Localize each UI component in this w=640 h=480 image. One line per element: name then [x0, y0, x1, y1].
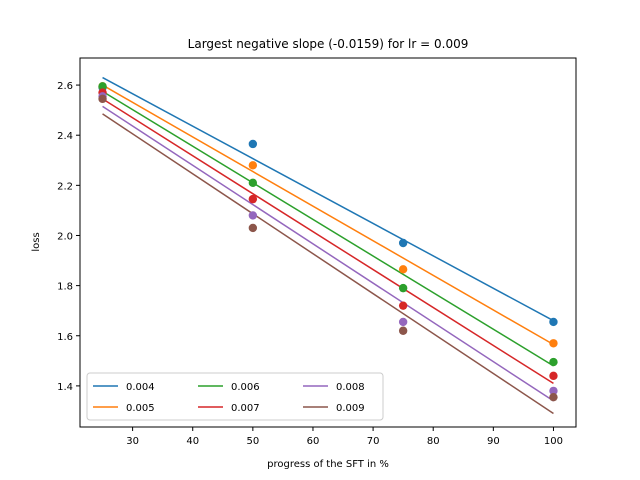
y-tick-label: 2.2	[57, 181, 73, 192]
x-tick-label: 50	[246, 436, 259, 447]
data-point-0.006	[98, 82, 107, 91]
legend-label: 0.009	[336, 403, 365, 414]
legend-label: 0.006	[231, 382, 260, 393]
plot-area	[98, 76, 558, 415]
data-point-0.004	[549, 317, 558, 327]
x-tick-label: 90	[487, 436, 500, 447]
data-point-0.008	[398, 317, 408, 327]
data-point-0.006	[549, 357, 558, 367]
x-tick-label: 70	[367, 436, 380, 447]
data-point-0.005	[248, 161, 258, 170]
x-axis-label: progress of the SFT in %	[267, 459, 389, 470]
x-tick-label: 60	[307, 436, 320, 447]
data-point-0.007	[398, 301, 408, 310]
y-tick-label: 1.4	[57, 382, 73, 393]
y-axis: 1.4 1.6 1.8 2.0 2.2 2.4 2.6	[57, 81, 80, 393]
legend-label: 0.008	[336, 382, 365, 393]
x-tick-label: 40	[186, 436, 199, 447]
data-point-0.004	[248, 139, 258, 149]
legend: 0.004 0.005 0.006 0.007 0.008 0.009	[86, 372, 384, 421]
y-tick-label: 2.4	[57, 131, 73, 142]
x-tick-label: 30	[126, 436, 139, 447]
data-point-0.008	[549, 386, 558, 396]
y-tick-label: 1.8	[57, 282, 73, 293]
data-point-0.006	[248, 178, 258, 188]
x-axis: 30 40 50 60 70 80 90 100	[126, 427, 563, 447]
x-tick-label: 100	[544, 436, 563, 447]
chart-title: Largest negative slope (-0.0159) for lr …	[188, 37, 469, 51]
legend-label: 0.007	[231, 403, 260, 414]
data-point-0.009	[549, 392, 558, 402]
fit-line-0.009	[102, 113, 554, 415]
fit-line-0.004	[102, 76, 554, 322]
data-point-0.004	[398, 238, 408, 248]
data-point-0.009	[398, 326, 408, 335]
data-point-0.006	[398, 283, 408, 293]
fit-line-0.005	[102, 84, 554, 346]
data-point-0.007	[549, 371, 558, 381]
legend-label: 0.005	[126, 403, 155, 414]
data-point-0.007	[248, 194, 258, 204]
legend-frame	[86, 372, 384, 421]
y-axis-label: loss	[31, 232, 42, 251]
y-tick-label: 1.6	[57, 332, 73, 343]
data-point-0.008	[248, 211, 258, 220]
y-tick-label: 2.6	[57, 81, 73, 92]
fit-line-0.007	[102, 98, 554, 385]
fit-line-0.006	[102, 90, 554, 367]
y-tick-label: 2.0	[57, 231, 73, 242]
data-point-0.009	[248, 223, 258, 233]
data-point-0.009	[98, 94, 107, 104]
data-point-0.005	[549, 339, 558, 348]
fit-line-0.008	[102, 105, 554, 402]
x-tick-label: 80	[427, 436, 440, 447]
plot-frame	[79, 57, 577, 428]
legend-label: 0.004	[126, 382, 155, 393]
data-point-0.005	[398, 265, 408, 274]
